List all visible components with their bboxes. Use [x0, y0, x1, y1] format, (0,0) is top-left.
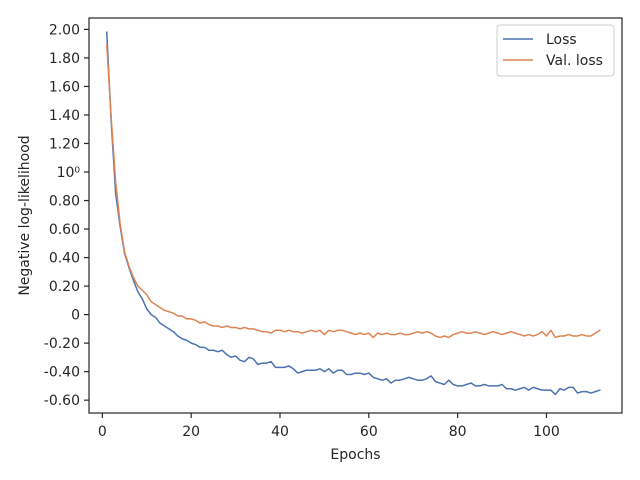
- x-tick-label: 100: [533, 424, 560, 440]
- series-line-1: [105, 44, 601, 339]
- y-tick-label: 10⁰: [57, 165, 81, 181]
- series-line-0: [105, 31, 601, 396]
- y-axis-label: Negative log-likelihood: [17, 135, 33, 295]
- y-tick-label: 1.60: [49, 79, 80, 95]
- y-tick-label: 0.80: [49, 194, 80, 210]
- x-tick-label: 80: [449, 424, 467, 440]
- x-tick-label: 40: [271, 424, 289, 440]
- y-tick-label: 2.00: [49, 22, 80, 38]
- x-axis: 0 20 40 60 80 100: [98, 413, 560, 440]
- x-tick-label: 60: [360, 424, 378, 440]
- y-tick-label: -0.40: [44, 365, 80, 381]
- y-tick-label: 1.80: [49, 51, 80, 67]
- legend-label-0: Loss: [546, 32, 577, 48]
- x-tick-label: 0: [98, 424, 107, 440]
- y-tick-label: 0.60: [49, 222, 80, 238]
- plot-frame: [88, 17, 623, 414]
- y-tick-label: 1.40: [49, 108, 80, 124]
- x-tick-label: 20: [182, 424, 200, 440]
- x-axis-label: Epochs: [330, 447, 380, 463]
- y-tick-label: 0.20: [49, 279, 80, 295]
- y-tick-label: 1.20: [49, 136, 80, 152]
- series-layer: [105, 31, 601, 396]
- legend: Loss Val. loss: [496, 24, 615, 77]
- y-tick-label: -0.60: [44, 393, 80, 409]
- legend-box: [496, 24, 615, 77]
- y-tick-label: -0.20: [44, 336, 80, 352]
- y-axis: 2.00 1.80 1.60 1.40 1.20 10⁰ 0.80 0.60 0.40 0.20 0…: [44, 22, 89, 409]
- y-tick-label: 0: [71, 308, 80, 324]
- legend-label-1: Val. loss: [546, 53, 603, 69]
- y-tick-label: 0.40: [49, 251, 80, 267]
